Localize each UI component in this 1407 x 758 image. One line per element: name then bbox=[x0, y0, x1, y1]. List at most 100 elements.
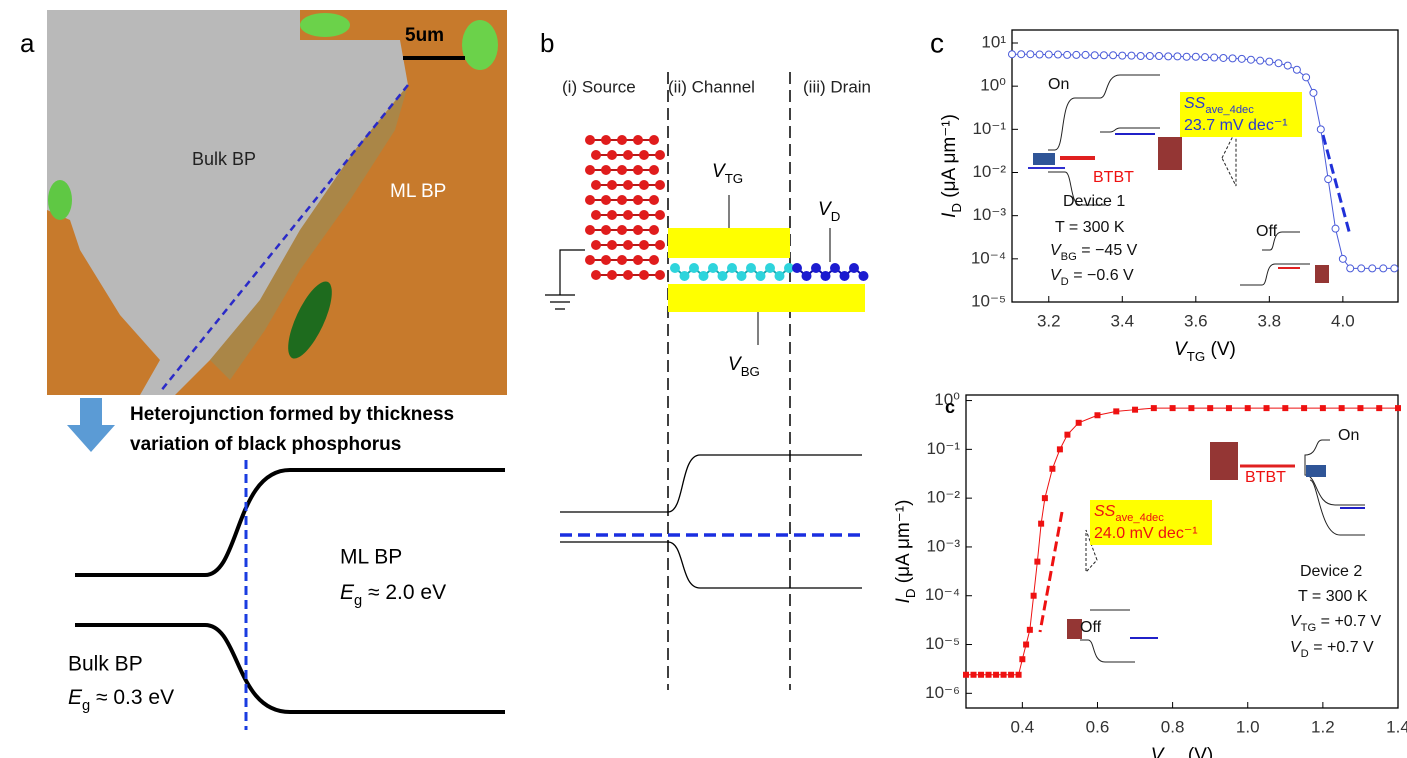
annotation: T = 300 K bbox=[1055, 219, 1125, 236]
atom bbox=[649, 195, 659, 205]
data-point bbox=[1008, 50, 1016, 59]
text-part: BG bbox=[1061, 251, 1077, 263]
inset-diagram bbox=[1048, 74, 1365, 663]
plot-frame bbox=[1011, 29, 1399, 303]
atom bbox=[708, 263, 718, 273]
atom bbox=[736, 271, 747, 281]
slope-guide bbox=[1321, 134, 1352, 236]
data-point bbox=[1201, 53, 1209, 62]
data-point bbox=[1210, 53, 1219, 62]
data-point bbox=[1118, 51, 1127, 60]
panel-label: c bbox=[930, 27, 944, 58]
text-part: SS bbox=[1184, 95, 1206, 112]
region-label: (i) Source bbox=[562, 77, 636, 96]
text-part: D bbox=[1301, 648, 1309, 660]
atom bbox=[633, 165, 643, 175]
data-point bbox=[1188, 405, 1195, 412]
atom bbox=[633, 195, 643, 205]
micrograph bbox=[47, 10, 507, 395]
atom bbox=[591, 180, 601, 190]
y-tick-label: 10⁻⁵ bbox=[971, 291, 1006, 310]
atom bbox=[633, 255, 643, 265]
band-edge bbox=[75, 468, 505, 577]
text-part: ≈ 0.3 eV bbox=[90, 686, 174, 709]
data-point bbox=[1237, 54, 1246, 63]
atom bbox=[820, 271, 831, 281]
atom bbox=[649, 135, 659, 145]
atom bbox=[655, 150, 665, 160]
text-part: V bbox=[712, 161, 727, 182]
inset-blocks bbox=[1028, 133, 1365, 639]
data-point bbox=[1090, 51, 1099, 60]
annotation: Off bbox=[1256, 223, 1278, 240]
annotation: SSave_4dec bbox=[1094, 503, 1164, 524]
text-part: = −0.6 V bbox=[1069, 267, 1134, 284]
atom bbox=[792, 263, 802, 273]
data-point bbox=[1219, 53, 1228, 62]
band-edge bbox=[75, 623, 505, 714]
annotation: VD = −0.6 V bbox=[1050, 267, 1134, 288]
atom bbox=[839, 271, 850, 281]
x-tick-label: 3.2 bbox=[1037, 311, 1061, 330]
data-point bbox=[1026, 626, 1033, 633]
y-tick-label: 10⁻¹ bbox=[972, 119, 1006, 138]
data-point bbox=[1395, 405, 1401, 412]
atom bbox=[591, 210, 601, 220]
data-point bbox=[1099, 51, 1108, 60]
text-part: = +0.7 V bbox=[1316, 613, 1381, 630]
atom bbox=[601, 165, 611, 175]
atom bbox=[649, 225, 659, 235]
y-tick-label: 10⁻⁴ bbox=[971, 248, 1006, 267]
y-tick-label: 10⁰ bbox=[980, 76, 1006, 95]
atom bbox=[670, 263, 680, 273]
annotation: T = 300 K bbox=[1298, 588, 1368, 605]
atom bbox=[649, 255, 659, 265]
text-part: (V) bbox=[1205, 339, 1236, 360]
data-point bbox=[1008, 671, 1015, 678]
text-part: V bbox=[1050, 242, 1062, 259]
text-part: BG bbox=[1163, 755, 1182, 758]
annotation: On bbox=[1338, 427, 1359, 444]
annotation: BTBT bbox=[1245, 469, 1286, 486]
text-part: E bbox=[340, 581, 355, 604]
data-point bbox=[1132, 406, 1139, 413]
data-point bbox=[1026, 50, 1035, 59]
data-point bbox=[1044, 50, 1053, 59]
ml-label: ML BP bbox=[390, 181, 446, 202]
annotation: Off bbox=[1080, 619, 1102, 636]
atom bbox=[639, 150, 649, 160]
text-part: I bbox=[893, 597, 914, 603]
data-point bbox=[978, 671, 985, 678]
text-part: g bbox=[82, 698, 90, 714]
y-tick-label: 10⁻¹ bbox=[926, 439, 960, 458]
data-point bbox=[1244, 405, 1251, 412]
atom bbox=[623, 240, 633, 250]
text-part: TG bbox=[725, 171, 743, 186]
data-point bbox=[1324, 175, 1333, 184]
green-flake bbox=[48, 180, 72, 220]
text-part: BG bbox=[741, 364, 760, 379]
atom bbox=[639, 240, 649, 250]
band-gap: Eg ≈ 0.3 eV bbox=[68, 686, 174, 714]
data-point bbox=[1081, 50, 1090, 59]
atom bbox=[623, 150, 633, 160]
y-tick-label: 10⁻⁶ bbox=[925, 683, 960, 702]
atom bbox=[858, 271, 869, 281]
atom bbox=[585, 165, 595, 175]
data-point bbox=[1283, 61, 1292, 70]
atom bbox=[811, 263, 821, 273]
y-tick-label: 10⁰ bbox=[934, 390, 960, 409]
data-point bbox=[1109, 51, 1118, 60]
text-part: V bbox=[1174, 339, 1189, 360]
text-part: D bbox=[1061, 276, 1069, 288]
y-tick-label: 10⁻³ bbox=[972, 205, 1006, 224]
ml-region bbox=[210, 85, 408, 380]
data-point bbox=[1127, 51, 1136, 60]
data-point bbox=[1075, 419, 1082, 426]
gate-label: VBG bbox=[728, 354, 760, 379]
text-part: D bbox=[949, 203, 964, 213]
text-part: ≈ 2.0 eV bbox=[362, 581, 446, 604]
y-tick-label: 10¹ bbox=[981, 32, 1006, 51]
atom bbox=[774, 271, 785, 281]
